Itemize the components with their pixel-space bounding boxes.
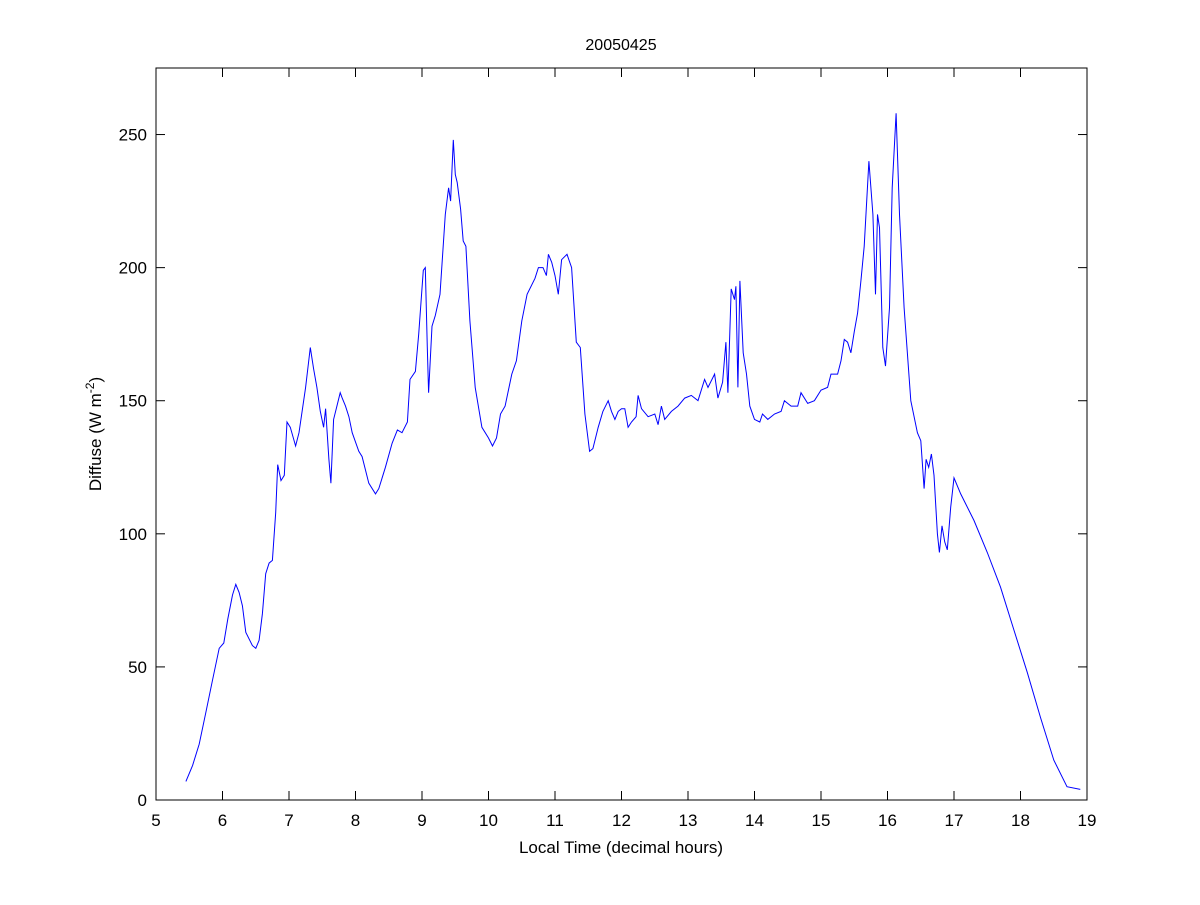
- y-tick-label: 50: [128, 658, 147, 677]
- series-line-diffuse: [185, 113, 1081, 790]
- x-tick-label: 18: [1011, 811, 1030, 830]
- y-axis-label: Diffuse (W m-2): [83, 377, 105, 491]
- x-axis-label: Local Time (decimal hours): [519, 838, 723, 857]
- x-tick-label: 17: [945, 811, 964, 830]
- x-tick-label: 16: [878, 811, 897, 830]
- y-tick-label: 150: [119, 392, 147, 411]
- x-tick-label: 12: [612, 811, 631, 830]
- x-tick-label: 6: [218, 811, 227, 830]
- x-tick-label: 15: [812, 811, 831, 830]
- x-tick-label: 10: [479, 811, 498, 830]
- x-tick-label: 11: [546, 811, 564, 830]
- x-tick-label: 7: [284, 811, 293, 830]
- x-tick-label: 19: [1078, 811, 1097, 830]
- y-tick-label: 100: [119, 525, 147, 544]
- x-tick-label: 14: [745, 811, 764, 830]
- y-tick-label: 200: [119, 259, 147, 278]
- x-tick-label: 8: [351, 811, 360, 830]
- y-tick-label: 0: [138, 791, 147, 810]
- x-tick-label: 9: [417, 811, 426, 830]
- y-axis-label-main: Diffuse (W m: [86, 393, 105, 491]
- x-tick-label: 5: [151, 811, 160, 830]
- chart-title: 20050425: [585, 37, 656, 54]
- plot-area: [155, 67, 1088, 801]
- y-axis-label-close: ): [86, 377, 105, 383]
- x-tick-label: 13: [679, 811, 698, 830]
- y-axis-label-sup: -2: [83, 382, 97, 393]
- y-tick-label: 250: [119, 126, 147, 145]
